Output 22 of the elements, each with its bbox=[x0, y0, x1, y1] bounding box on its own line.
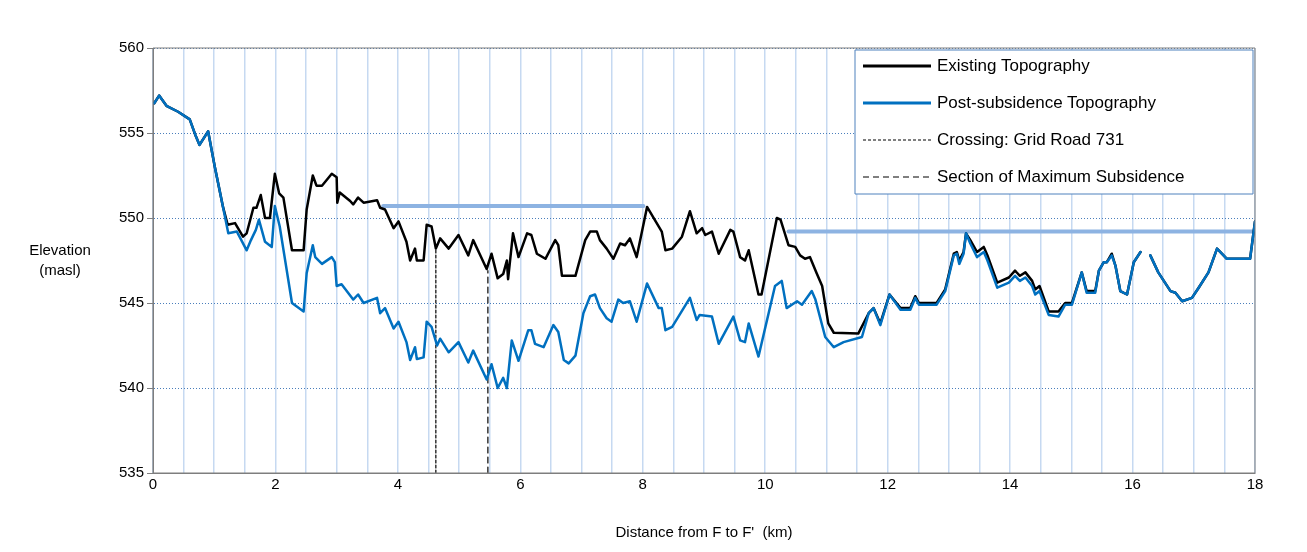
x-tick-label: 14 bbox=[1001, 475, 1019, 493]
legend-label: Post-subsidence Topography bbox=[937, 92, 1157, 112]
y-axis-title: Elevation (masl) bbox=[29, 240, 91, 278]
x-tick-label: 12 bbox=[879, 475, 897, 493]
y-tick-label: 545 bbox=[118, 293, 144, 311]
x-axis-title: Distance from F to F' (km) bbox=[615, 523, 793, 541]
x-tick-label: 0 bbox=[148, 475, 158, 493]
legend-label: Existing Topography bbox=[937, 55, 1091, 75]
y-tick-label: 535 bbox=[118, 463, 144, 481]
x-tick-label: 2 bbox=[271, 475, 280, 493]
y-tick-label: 560 bbox=[118, 38, 144, 56]
legend-label: Section of Maximum Subsidence bbox=[937, 166, 1185, 186]
x-tick-label: 10 bbox=[756, 475, 774, 493]
y-tick-label: 555 bbox=[118, 123, 144, 141]
legend-label: Crossing: Grid Road 731 bbox=[937, 129, 1125, 149]
y-tick-label: 550 bbox=[118, 208, 144, 226]
x-tick-label: 6 bbox=[516, 475, 525, 493]
x-tick-label: 16 bbox=[1124, 475, 1141, 493]
x-tick-label: 4 bbox=[393, 475, 403, 493]
y-tick-label: 540 bbox=[118, 378, 144, 396]
x-tick-label: 8 bbox=[638, 475, 647, 493]
x-tick-label: 18 bbox=[1246, 475, 1264, 493]
